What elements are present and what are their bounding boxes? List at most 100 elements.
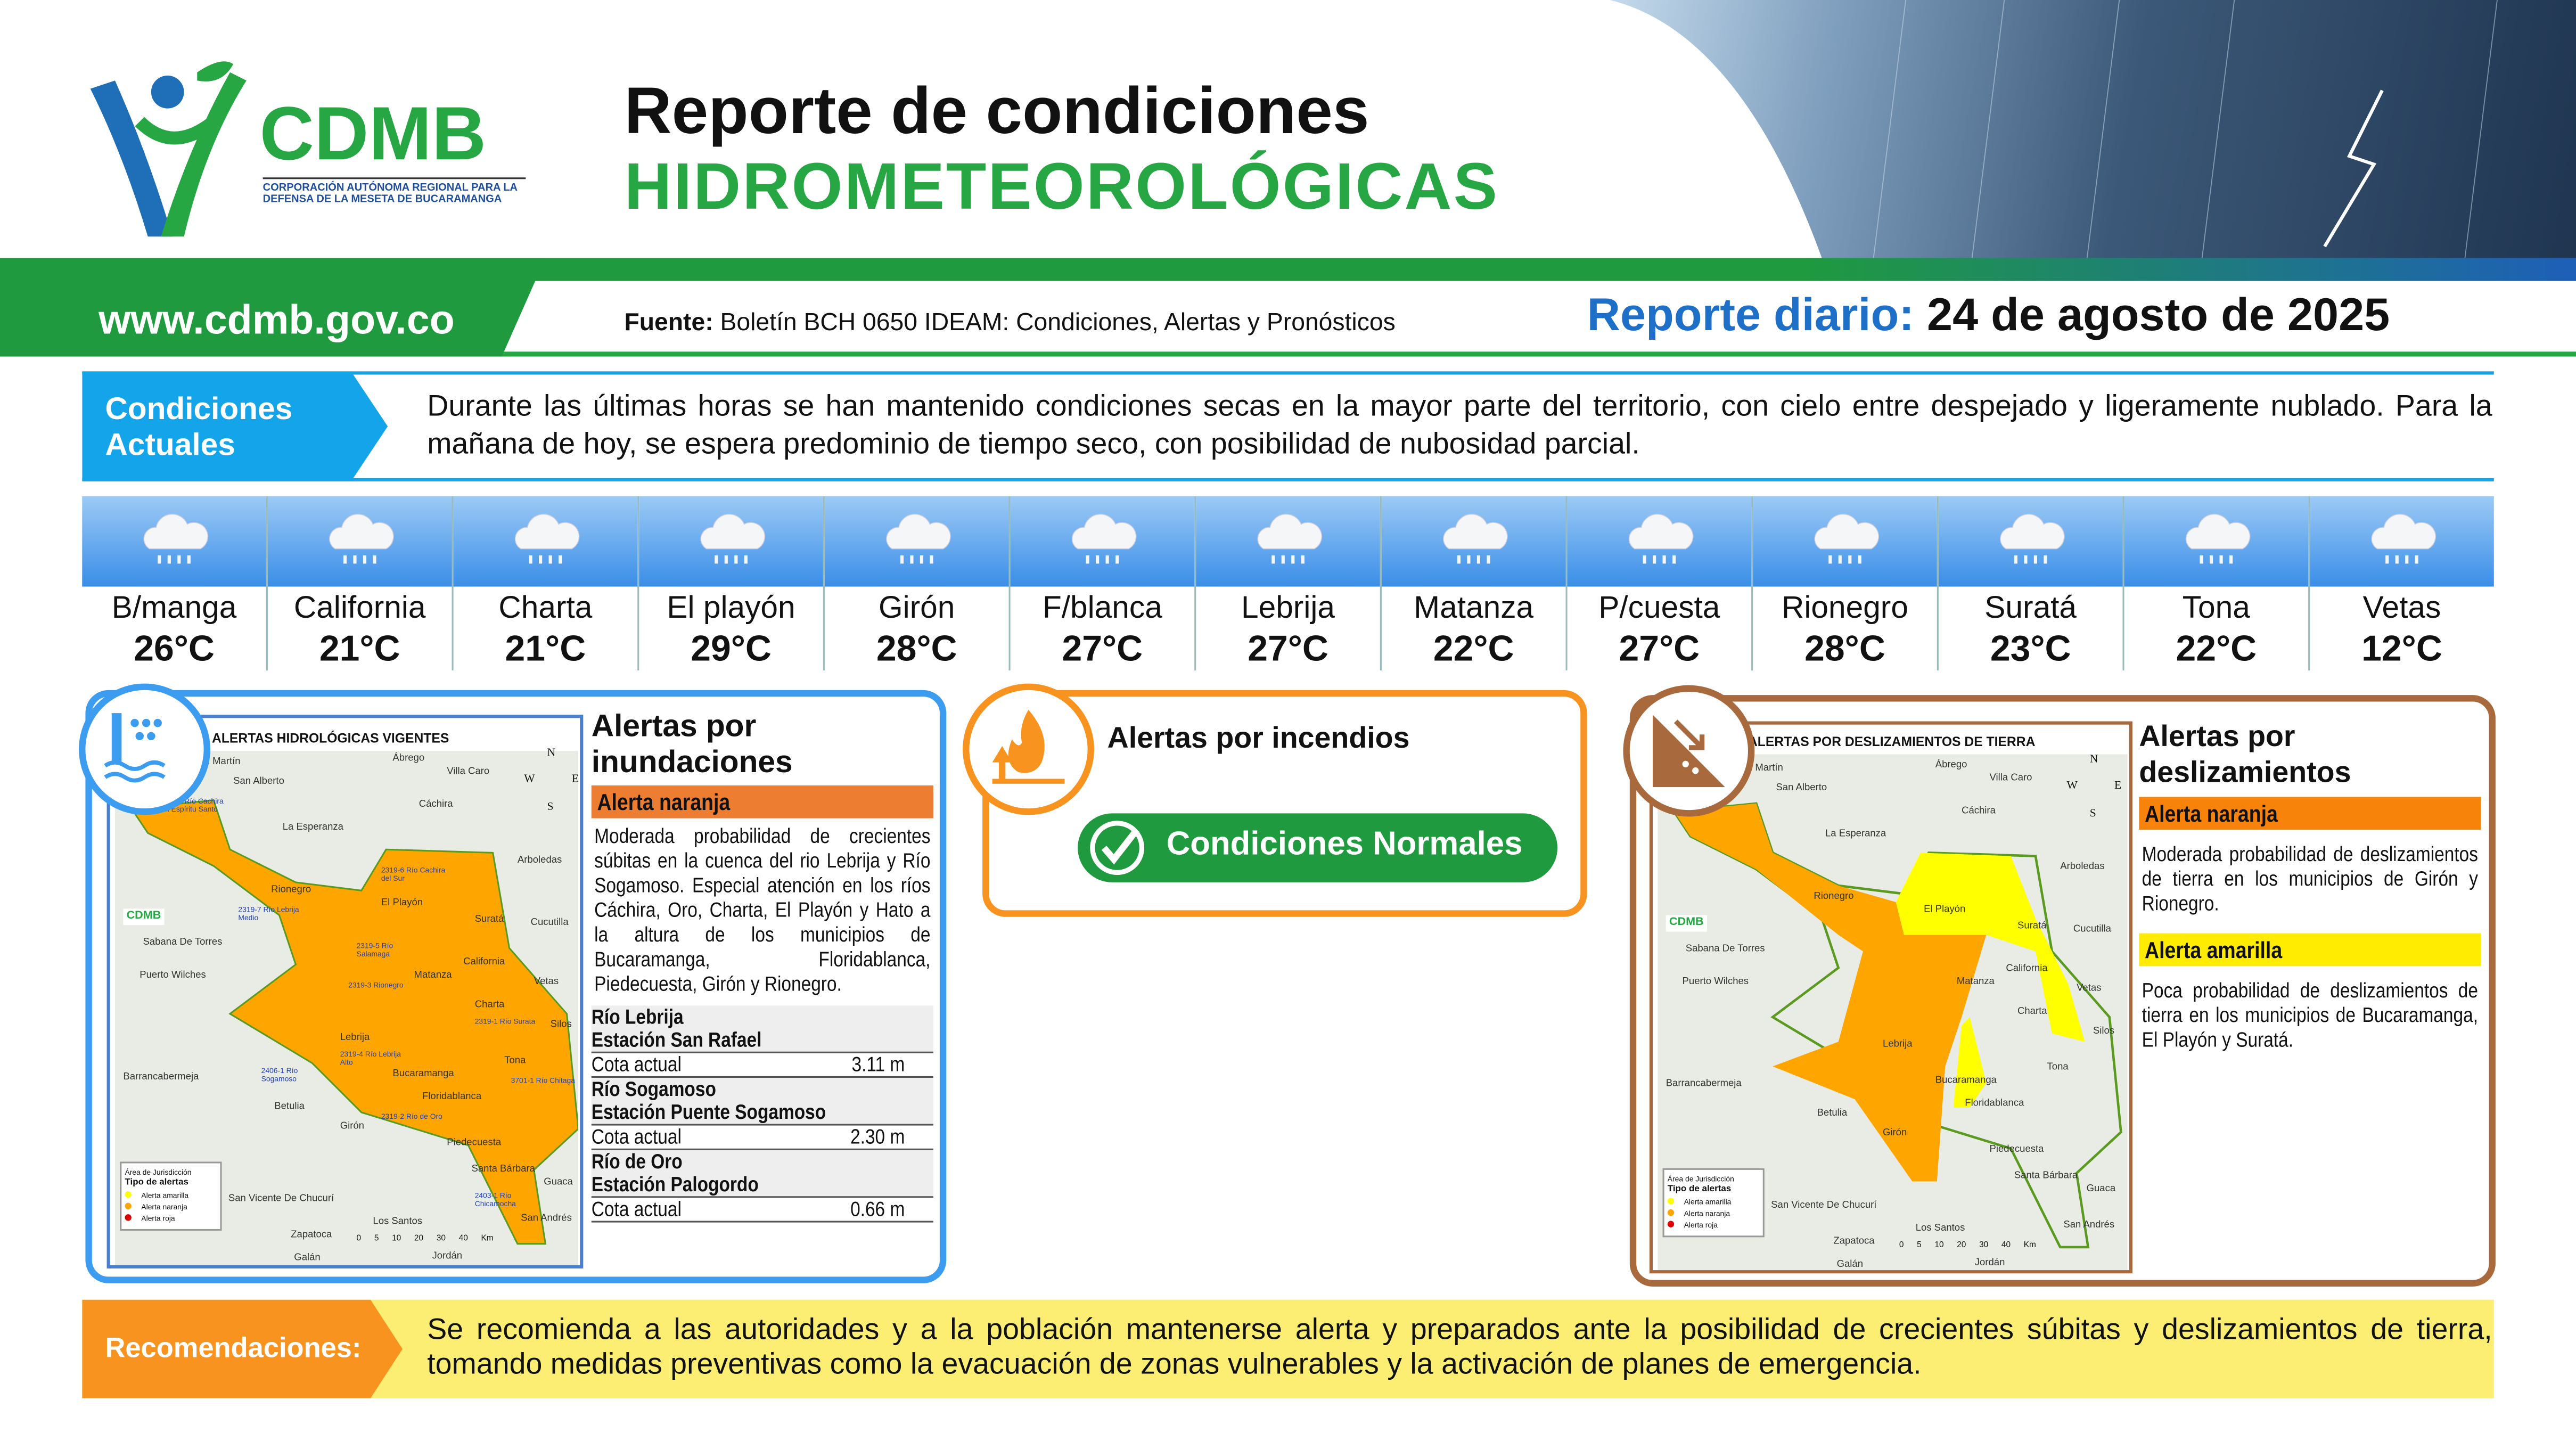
landslide-alert-list: Alerta naranja Moderada probabilidad de d…: [2139, 797, 2481, 1053]
map-place-label: Vetas: [2077, 984, 2102, 994]
basin-label: 2319-2 Río de Oro: [381, 1112, 442, 1121]
conditions-text: Durante las últimas horas se han manteni…: [427, 389, 2492, 460]
rain-cloud-icon: [329, 513, 394, 563]
map-place-label: Arboledas: [517, 856, 562, 866]
scale-tick: 20: [1957, 1240, 1966, 1251]
weather-temp: 27°C: [1248, 627, 1328, 669]
recommendations-section: [82, 1299, 2494, 1398]
conditions-section: [82, 371, 2494, 482]
map-place-label: San Alberto: [1776, 783, 1827, 794]
map-place-label: Lebrija: [340, 1033, 370, 1044]
weather-city: Lebrija: [1241, 591, 1335, 626]
legend-title: Tipo de alertas: [125, 1178, 188, 1188]
map-place-label: Girón: [1882, 1128, 1907, 1139]
weather-cell: B/manga 26°C: [82, 496, 268, 670]
weather-city: Tona: [2182, 591, 2250, 626]
weather-icon-area: [2124, 496, 2309, 587]
map-place-label: Betulia: [1817, 1109, 1848, 1119]
legend-item: Alerta naranja: [1667, 1208, 1760, 1219]
map-legend: Área de Jurisdicción Tipo de alertas Alert…: [1662, 1168, 1765, 1238]
map-place-label: Betulia: [274, 1102, 305, 1112]
station-level-value: 0.66 m: [850, 1198, 905, 1221]
source-label: Fuente:: [624, 309, 713, 337]
weather-city: Suratá: [1984, 591, 2077, 626]
map-place-label: Vetas: [534, 977, 559, 988]
source-value: Boletín BCH 0650 IDEAM: Condiciones, Ale…: [713, 309, 1396, 337]
scale-tick: 5: [1917, 1240, 1922, 1251]
rain-cloud-icon: [2000, 513, 2065, 563]
weather-temp: 26°C: [134, 627, 215, 669]
flood-alert-panel: ALERTAS HIDROLÓGICAS VIGENTES San Martín…: [79, 683, 947, 1283]
map-place-label: Charta: [474, 1001, 505, 1011]
station-river: Río de Oro: [591, 1150, 933, 1174]
basin-label: 2319-4 Río Lebrija Alto: [340, 1050, 401, 1067]
rain-cloud-icon: [514, 513, 580, 563]
flood-alert-details: Alerta naranja Moderada probabilidad de …: [591, 785, 933, 1223]
station-level-value: 3.11 m: [851, 1053, 905, 1077]
map-place-label: Tona: [504, 1056, 526, 1067]
scale-bar: 0 5 10 20 30 40 Km: [357, 1234, 494, 1244]
map-place-label: Suratá: [2017, 921, 2047, 932]
scale-tick: 20: [414, 1234, 424, 1244]
station-level-label: Cota actual: [591, 1053, 682, 1077]
weather-temp: 28°C: [1804, 627, 1885, 669]
weather-icon-area: [1753, 496, 1937, 587]
map-place-label: Sabana De Torres: [1685, 945, 1765, 955]
station-card: Río Lebrija Estación San Rafael Cota actua…: [591, 1005, 933, 1078]
map-place-label: Villa Caro: [1989, 774, 2032, 784]
map-place-label: Silos: [550, 1020, 572, 1030]
legend-label: Alerta roja: [141, 1214, 175, 1223]
website-link[interactable]: www.cdmb.gov.co: [0, 258, 546, 357]
map-place-label: Santa Bárbara: [2014, 1171, 2078, 1182]
scale-tick: 40: [2001, 1240, 2011, 1251]
fire-alert-panel: Alertas por incendios Condiciones Normal…: [963, 683, 1587, 917]
map-place-label: San Andrés: [521, 1214, 572, 1224]
fire-status: Condiciones Normales: [1166, 826, 1523, 863]
legend-dot-icon: [1667, 1221, 1675, 1227]
legend-label: Alerta naranja: [1684, 1209, 1730, 1218]
rain-cloud-icon: [1628, 513, 1694, 563]
flood-map: ALERTAS HIDROLÓGICAS VIGENTES San Martín…: [106, 715, 584, 1269]
compass-icon: N S E W: [524, 747, 580, 813]
map-place-label: California: [2006, 964, 2048, 975]
map-place-label: San Alberto: [233, 777, 284, 787]
map-place-label: Los Santos: [1915, 1224, 1965, 1234]
header-background: [0, 0, 1824, 263]
title-line1: Reporte de condiciones: [624, 75, 1369, 148]
weather-cell: Lebrija 27°C: [1196, 496, 1382, 670]
map-place-label: Galán: [294, 1254, 321, 1264]
map-place-label: Piedecuesta: [1989, 1145, 2044, 1156]
basin-label: 2319-7 Río Lebrija Medio: [238, 905, 299, 922]
weather-icon-area: [1938, 496, 2123, 587]
legend-label: Alerta naranja: [141, 1202, 187, 1211]
rain-cloud-icon: [1257, 513, 1323, 563]
station-level-row: Cota actual 3.11 m: [591, 1051, 933, 1078]
logo-text: CDMB: [259, 90, 487, 176]
weather-city: B/manga: [111, 591, 237, 626]
compass-letter: S: [2089, 806, 2096, 820]
landslide-map: ALERTAS POR DESLIZAMIENTOS DE TIERRA San…: [1649, 721, 2132, 1274]
weather-city: F/blanca: [1042, 591, 1162, 626]
station-river: Río Sogamoso: [591, 1078, 933, 1101]
landslide-alert-panel: ALERTAS POR DESLIZAMIENTOS DE TIERRA San…: [1623, 685, 2496, 1287]
map-place-label: Charta: [2017, 1007, 2047, 1017]
legend-dot-icon: [1667, 1198, 1675, 1205]
basin-label: 2403-1 Río Chicamocha: [474, 1191, 516, 1208]
weather-city: Charta: [498, 591, 593, 626]
scale-tick: 30: [1979, 1240, 1989, 1251]
scale-tick: 5: [374, 1234, 379, 1244]
basin-label: 2319-1 Río Surata: [474, 1017, 536, 1026]
scale-tick: 0: [356, 1234, 362, 1244]
weather-temp: 12°C: [2361, 627, 2442, 669]
map-place-label: Zapatoca: [1833, 1237, 1875, 1247]
station-name: Estación Puente Sogamoso: [591, 1101, 933, 1124]
legend-label: Alerta amarilla: [1684, 1198, 1732, 1206]
weather-icon-area: [2310, 496, 2494, 587]
legend-item: Alerta amarilla: [125, 1190, 217, 1201]
rain-cloud-icon: [1814, 513, 1880, 563]
station-card: Río de Oro Estación Palogordo Cota actual 0…: [591, 1150, 933, 1223]
basin-label: 2319-5 Río Salamaga: [356, 941, 393, 959]
weather-city: Rionegro: [1782, 591, 1908, 626]
map-place-label: Puerto Wilches: [1682, 977, 1749, 988]
